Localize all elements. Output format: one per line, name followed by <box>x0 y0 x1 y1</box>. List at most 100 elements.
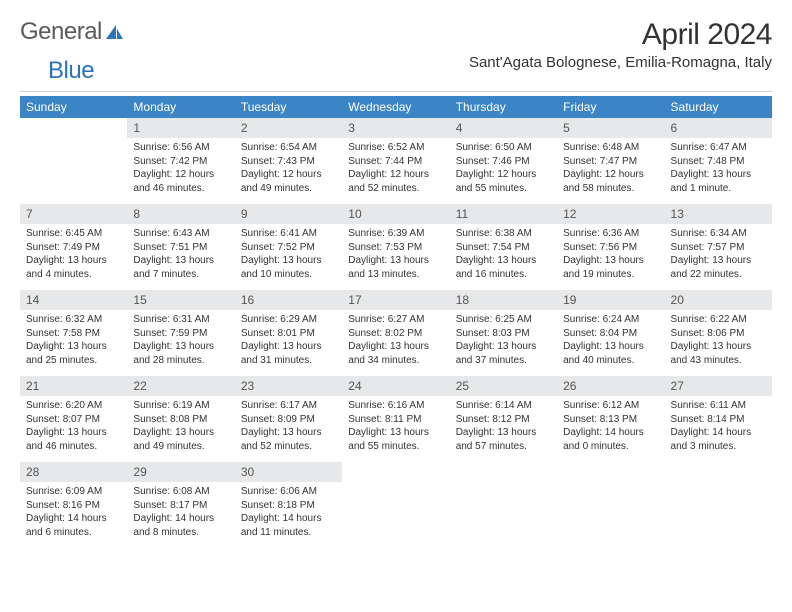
day-number: 23 <box>235 376 342 396</box>
calendar-cell: 29Sunrise: 6:08 AMSunset: 8:17 PMDayligh… <box>127 462 234 548</box>
day-number: 18 <box>450 290 557 310</box>
day-number <box>665 462 772 468</box>
day-number: 13 <box>665 204 772 224</box>
calendar-cell: 3Sunrise: 6:52 AMSunset: 7:44 PMDaylight… <box>342 118 449 204</box>
weekday-header-row: Sunday Monday Tuesday Wednesday Thursday… <box>20 96 772 118</box>
day-details: Sunrise: 6:11 AMSunset: 8:14 PMDaylight:… <box>665 396 772 459</box>
location-text: Sant'Agata Bolognese, Emilia-Romagna, It… <box>469 54 772 71</box>
day-number: 16 <box>235 290 342 310</box>
day-details: Sunrise: 6:25 AMSunset: 8:03 PMDaylight:… <box>450 310 557 373</box>
day-details: Sunrise: 6:52 AMSunset: 7:44 PMDaylight:… <box>342 138 449 201</box>
day-number <box>20 118 127 124</box>
weekday-header: Wednesday <box>342 96 449 118</box>
weekday-header: Monday <box>127 96 234 118</box>
day-details: Sunrise: 6:17 AMSunset: 8:09 PMDaylight:… <box>235 396 342 459</box>
calendar-cell: 1Sunrise: 6:56 AMSunset: 7:42 PMDaylight… <box>127 118 234 204</box>
calendar-row: 1Sunrise: 6:56 AMSunset: 7:42 PMDaylight… <box>20 118 772 204</box>
day-number: 6 <box>665 118 772 138</box>
logo-sail-icon <box>102 18 124 46</box>
day-details: Sunrise: 6:24 AMSunset: 8:04 PMDaylight:… <box>557 310 664 373</box>
calendar-cell <box>665 462 772 548</box>
day-number: 9 <box>235 204 342 224</box>
calendar-cell <box>20 118 127 204</box>
day-details: Sunrise: 6:36 AMSunset: 7:56 PMDaylight:… <box>557 224 664 287</box>
day-details: Sunrise: 6:09 AMSunset: 8:16 PMDaylight:… <box>20 482 127 545</box>
day-number <box>557 462 664 468</box>
weekday-header: Friday <box>557 96 664 118</box>
calendar-cell: 25Sunrise: 6:14 AMSunset: 8:12 PMDayligh… <box>450 376 557 462</box>
day-number <box>450 462 557 468</box>
day-number: 11 <box>450 204 557 224</box>
weekday-header: Thursday <box>450 96 557 118</box>
day-number: 8 <box>127 204 234 224</box>
calendar-cell: 27Sunrise: 6:11 AMSunset: 8:14 PMDayligh… <box>665 376 772 462</box>
logo: General <box>20 18 124 46</box>
calendar-cell: 8Sunrise: 6:43 AMSunset: 7:51 PMDaylight… <box>127 204 234 290</box>
day-number: 12 <box>557 204 664 224</box>
calendar-row: 14Sunrise: 6:32 AMSunset: 7:58 PMDayligh… <box>20 290 772 376</box>
day-number: 3 <box>342 118 449 138</box>
calendar-cell: 2Sunrise: 6:54 AMSunset: 7:43 PMDaylight… <box>235 118 342 204</box>
day-number: 2 <box>235 118 342 138</box>
day-number: 7 <box>20 204 127 224</box>
day-number: 14 <box>20 290 127 310</box>
day-number: 20 <box>665 290 772 310</box>
day-details: Sunrise: 6:56 AMSunset: 7:42 PMDaylight:… <box>127 138 234 201</box>
day-details: Sunrise: 6:39 AMSunset: 7:53 PMDaylight:… <box>342 224 449 287</box>
calendar-row: 28Sunrise: 6:09 AMSunset: 8:16 PMDayligh… <box>20 462 772 548</box>
day-details: Sunrise: 6:41 AMSunset: 7:52 PMDaylight:… <box>235 224 342 287</box>
day-details: Sunrise: 6:50 AMSunset: 7:46 PMDaylight:… <box>450 138 557 201</box>
calendar-cell: 30Sunrise: 6:06 AMSunset: 8:18 PMDayligh… <box>235 462 342 548</box>
calendar-row: 7Sunrise: 6:45 AMSunset: 7:49 PMDaylight… <box>20 204 772 290</box>
day-number <box>342 462 449 468</box>
calendar-cell: 5Sunrise: 6:48 AMSunset: 7:47 PMDaylight… <box>557 118 664 204</box>
calendar-cell: 13Sunrise: 6:34 AMSunset: 7:57 PMDayligh… <box>665 204 772 290</box>
day-details: Sunrise: 6:19 AMSunset: 8:08 PMDaylight:… <box>127 396 234 459</box>
weekday-header: Tuesday <box>235 96 342 118</box>
day-details: Sunrise: 6:06 AMSunset: 8:18 PMDaylight:… <box>235 482 342 545</box>
day-number: 24 <box>342 376 449 396</box>
day-details: Sunrise: 6:32 AMSunset: 7:58 PMDaylight:… <box>20 310 127 373</box>
day-number: 4 <box>450 118 557 138</box>
day-details: Sunrise: 6:54 AMSunset: 7:43 PMDaylight:… <box>235 138 342 201</box>
calendar-cell <box>342 462 449 548</box>
logo-text-2: Blue <box>48 57 94 85</box>
day-details: Sunrise: 6:43 AMSunset: 7:51 PMDaylight:… <box>127 224 234 287</box>
day-number: 17 <box>342 290 449 310</box>
month-title: April 2024 <box>469 18 772 52</box>
day-number: 21 <box>20 376 127 396</box>
day-number: 25 <box>450 376 557 396</box>
day-details: Sunrise: 6:16 AMSunset: 8:11 PMDaylight:… <box>342 396 449 459</box>
calendar-cell: 20Sunrise: 6:22 AMSunset: 8:06 PMDayligh… <box>665 290 772 376</box>
day-number: 30 <box>235 462 342 482</box>
day-details: Sunrise: 6:29 AMSunset: 8:01 PMDaylight:… <box>235 310 342 373</box>
day-number: 29 <box>127 462 234 482</box>
day-number: 15 <box>127 290 234 310</box>
day-number: 1 <box>127 118 234 138</box>
calendar-cell: 15Sunrise: 6:31 AMSunset: 7:59 PMDayligh… <box>127 290 234 376</box>
day-details: Sunrise: 6:45 AMSunset: 7:49 PMDaylight:… <box>20 224 127 287</box>
day-details: Sunrise: 6:34 AMSunset: 7:57 PMDaylight:… <box>665 224 772 287</box>
calendar-cell: 7Sunrise: 6:45 AMSunset: 7:49 PMDaylight… <box>20 204 127 290</box>
day-number: 26 <box>557 376 664 396</box>
day-details: Sunrise: 6:38 AMSunset: 7:54 PMDaylight:… <box>450 224 557 287</box>
day-number: 28 <box>20 462 127 482</box>
day-number: 10 <box>342 204 449 224</box>
day-number: 22 <box>127 376 234 396</box>
calendar-cell: 16Sunrise: 6:29 AMSunset: 8:01 PMDayligh… <box>235 290 342 376</box>
calendar-cell: 12Sunrise: 6:36 AMSunset: 7:56 PMDayligh… <box>557 204 664 290</box>
calendar-page: General April 2024 Sant'Agata Bolognese,… <box>0 0 792 566</box>
calendar-cell: 28Sunrise: 6:09 AMSunset: 8:16 PMDayligh… <box>20 462 127 548</box>
day-details: Sunrise: 6:47 AMSunset: 7:48 PMDaylight:… <box>665 138 772 201</box>
title-block: April 2024 Sant'Agata Bolognese, Emilia-… <box>469 18 772 71</box>
day-number: 27 <box>665 376 772 396</box>
day-number: 5 <box>557 118 664 138</box>
logo-text-1: General <box>20 18 102 46</box>
day-details: Sunrise: 6:14 AMSunset: 8:12 PMDaylight:… <box>450 396 557 459</box>
calendar-cell: 23Sunrise: 6:17 AMSunset: 8:09 PMDayligh… <box>235 376 342 462</box>
day-details: Sunrise: 6:27 AMSunset: 8:02 PMDaylight:… <box>342 310 449 373</box>
calendar-cell: 17Sunrise: 6:27 AMSunset: 8:02 PMDayligh… <box>342 290 449 376</box>
calendar-cell <box>557 462 664 548</box>
day-details: Sunrise: 6:22 AMSunset: 8:06 PMDaylight:… <box>665 310 772 373</box>
calendar-cell: 21Sunrise: 6:20 AMSunset: 8:07 PMDayligh… <box>20 376 127 462</box>
